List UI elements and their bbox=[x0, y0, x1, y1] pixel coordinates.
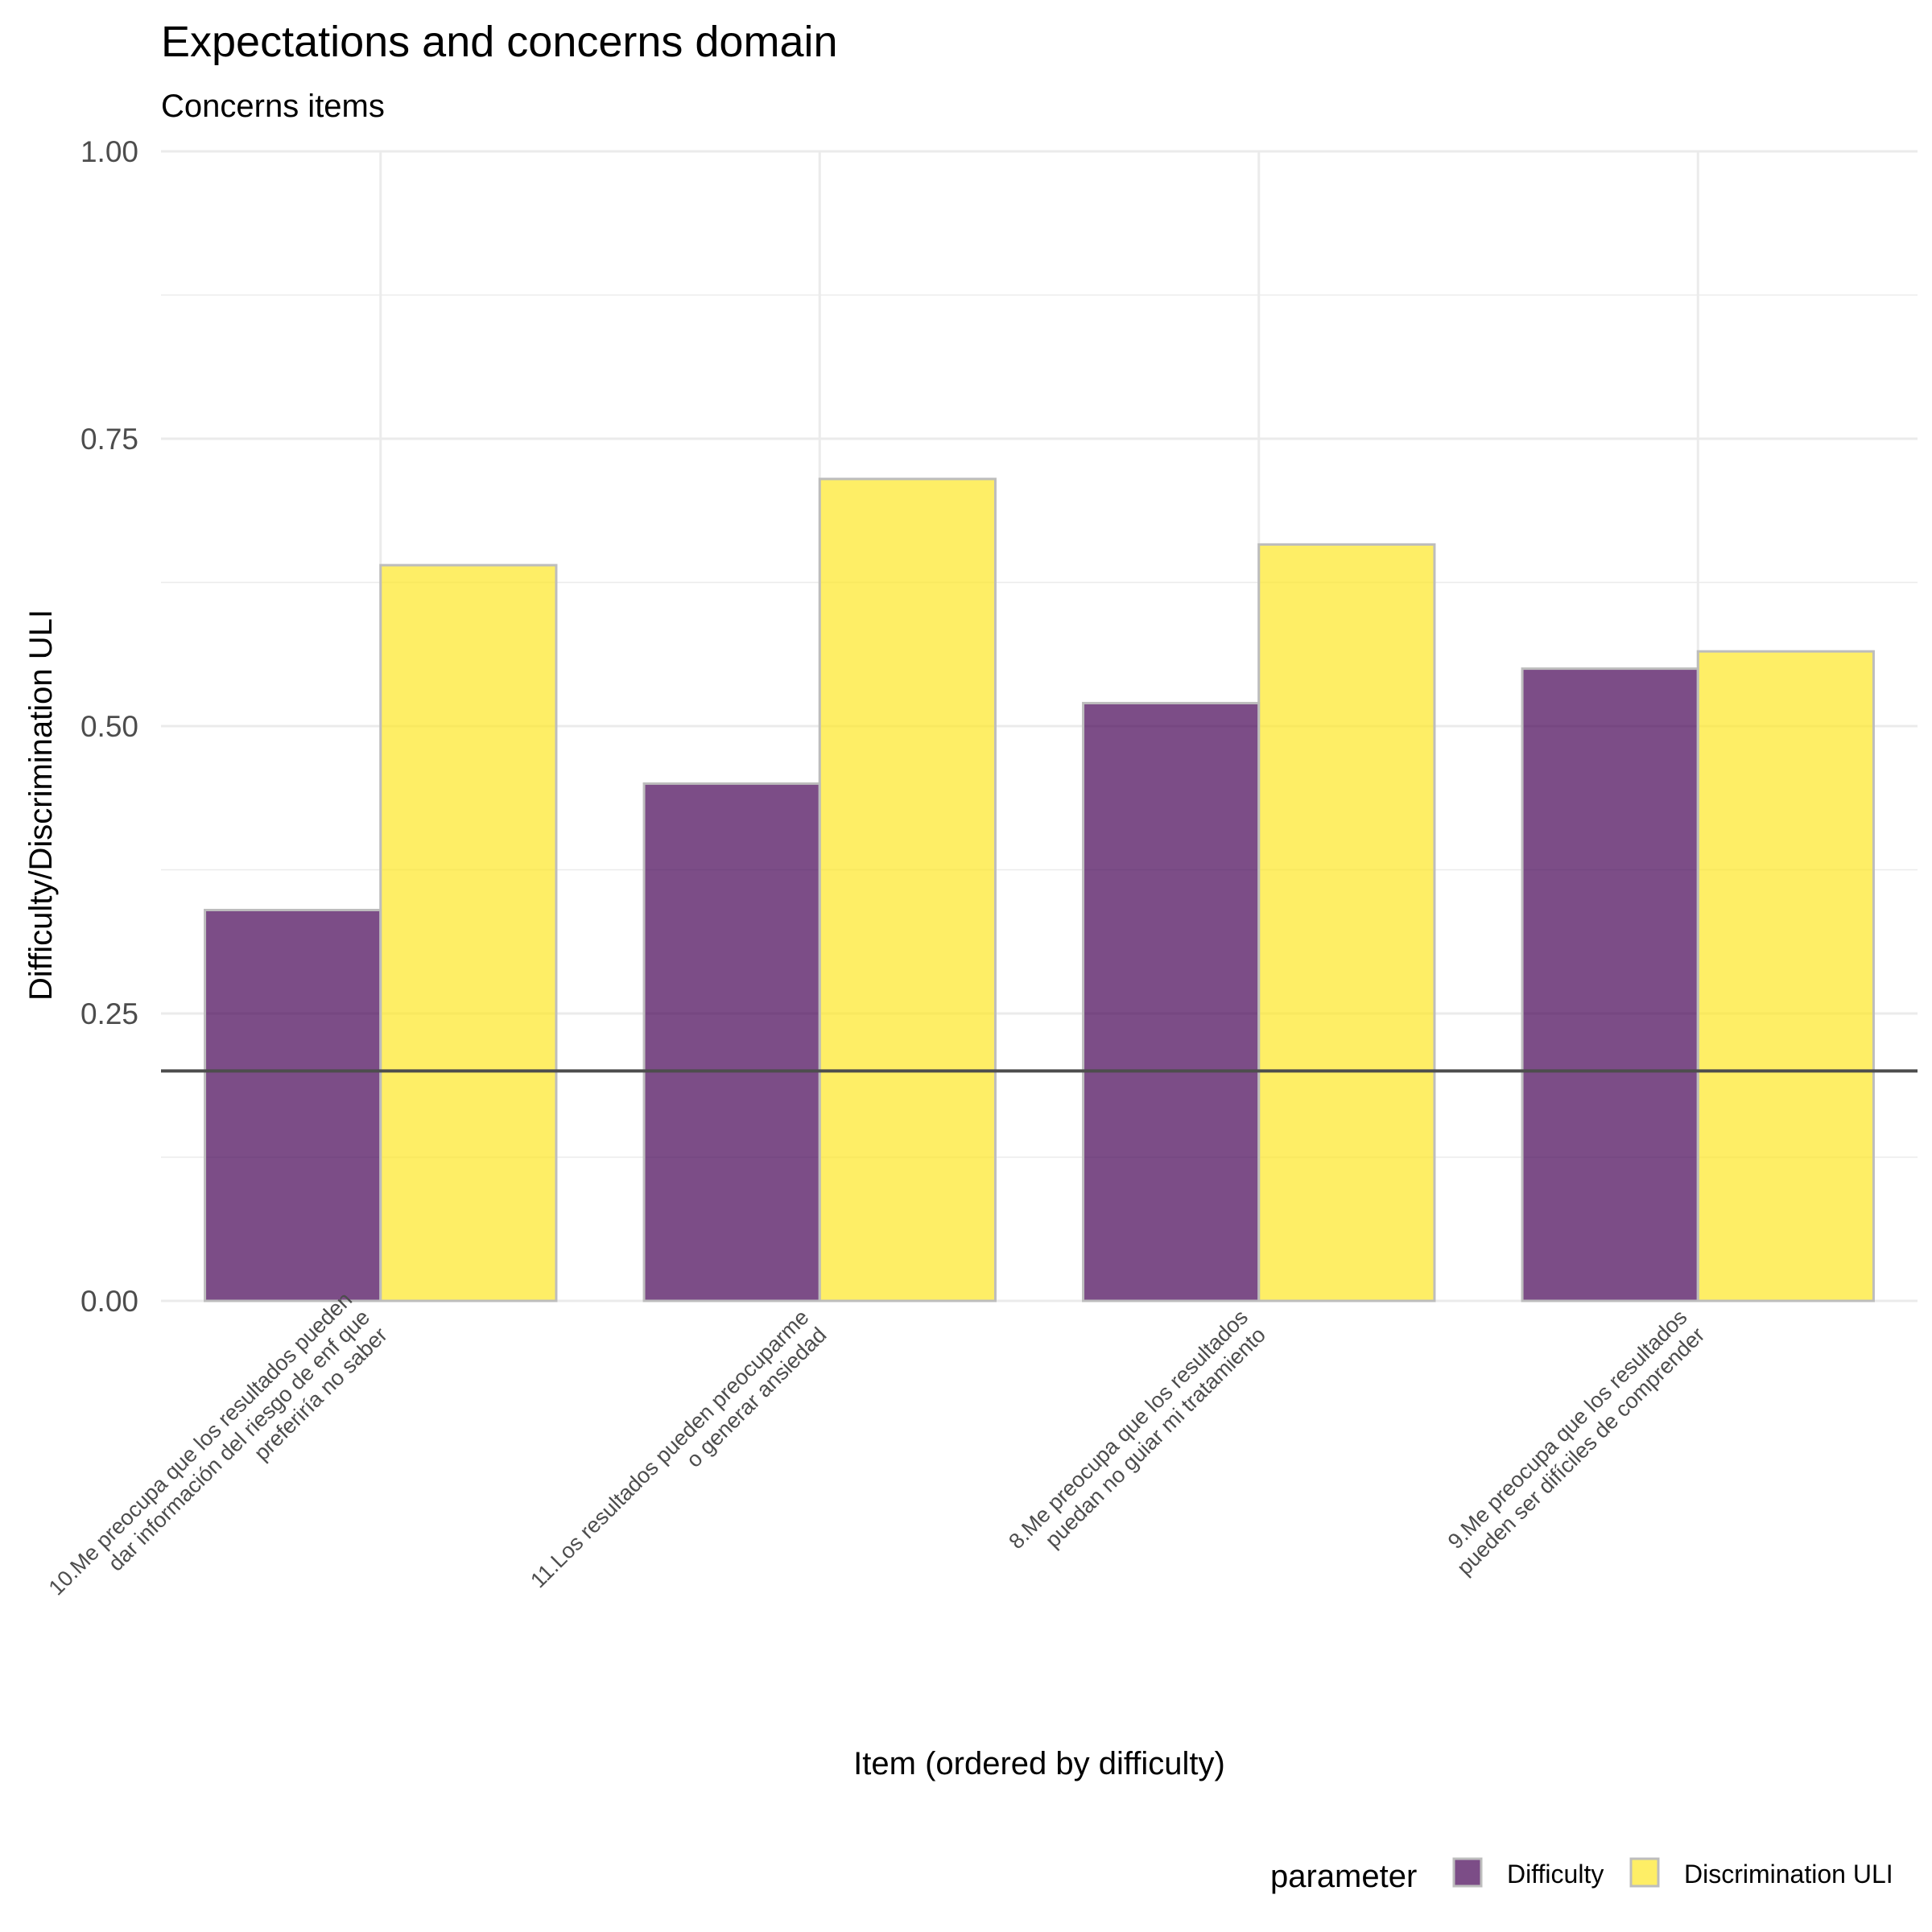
x-axis-ticks: 10.Me preocupa que los resultados pueden… bbox=[44, 1287, 1710, 1600]
bars bbox=[204, 477, 1875, 1302]
legend-swatch-discrimination-uli bbox=[1629, 1857, 1660, 1888]
legend-swatch-difficulty bbox=[1452, 1857, 1483, 1888]
bar-difficulty bbox=[204, 908, 382, 1302]
y-tick-label: 0.25 bbox=[80, 997, 138, 1030]
y-axis-title: Difficulty/Discrimination ULI bbox=[23, 609, 59, 1001]
legend-label: Discrimination ULI bbox=[1684, 1860, 1893, 1889]
x-tick-label-line: dar información del riesgo de enf que bbox=[104, 1305, 374, 1575]
x-tick-label-line: puedan no guiar mi tratamiento bbox=[1041, 1323, 1270, 1552]
legend: parameter Difficulty Discrimination ULI bbox=[1270, 1857, 1893, 1894]
legend-title: parameter bbox=[1270, 1859, 1417, 1894]
chart-subtitle: Concerns items bbox=[161, 89, 385, 124]
bar-discrimination-uli bbox=[379, 564, 558, 1302]
x-tick-label-line: 11.Los resultados pueden preocuparme bbox=[526, 1305, 813, 1592]
chart-title: Expectations and concerns domain bbox=[161, 18, 838, 66]
y-axis-ticks: 0.00 0.25 0.50 0.75 1.00 bbox=[80, 135, 138, 1318]
y-tick-label: 0.75 bbox=[80, 423, 138, 456]
bar-discrimination-uli bbox=[1257, 543, 1436, 1302]
x-tick-label-line: 10.Me preocupa que los resultados pueden bbox=[44, 1287, 357, 1600]
y-tick-label: 1.00 bbox=[80, 135, 138, 168]
bar-difficulty bbox=[1082, 701, 1261, 1302]
legend-label: Difficulty bbox=[1507, 1860, 1604, 1889]
bar-difficulty bbox=[1521, 667, 1699, 1302]
y-tick-label: 0.00 bbox=[80, 1285, 138, 1318]
x-tick-label-line: 8.Me preocupa que los resultados bbox=[1004, 1305, 1253, 1554]
bar-discrimination-uli bbox=[818, 477, 997, 1302]
bar-difficulty bbox=[642, 782, 821, 1302]
x-axis-title: Item (ordered by difficulty) bbox=[853, 1746, 1225, 1781]
x-tick-label: 10.Me preocupa que los resultados pueden… bbox=[44, 1287, 392, 1600]
bar-discrimination-uli bbox=[1696, 650, 1875, 1302]
x-tick-label-line: 9.Me preocupa que los resultados bbox=[1443, 1305, 1692, 1554]
x-tick-label-line: pueden ser difíciles de comprender bbox=[1452, 1323, 1709, 1579]
y-tick-label: 0.50 bbox=[80, 710, 138, 743]
